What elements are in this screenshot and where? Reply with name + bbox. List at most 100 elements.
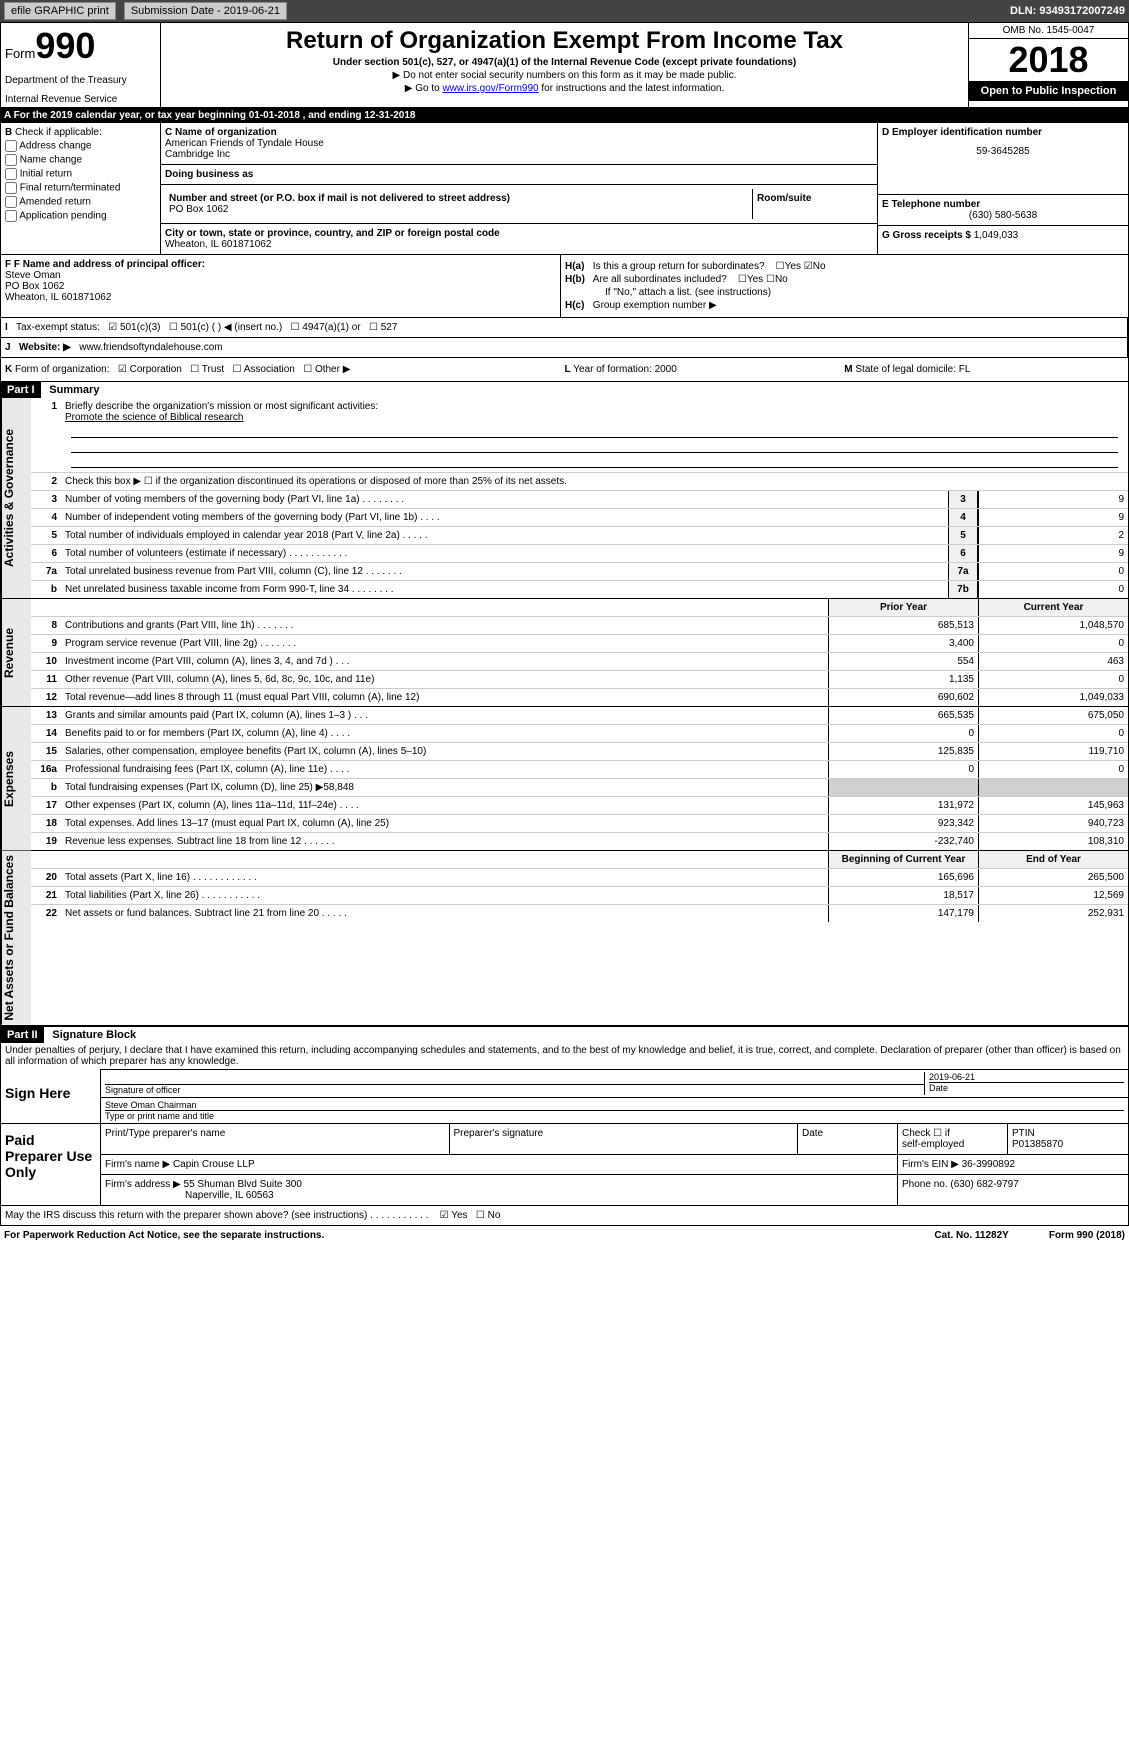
line-1: 1Briefly describe the organization's mis… [31, 398, 1128, 473]
firm-addr: 55 Shuman Blvd Suite 300 [184, 1179, 302, 1190]
city-value: Wheaton, IL 601871062 [165, 239, 873, 250]
side-label: Revenue [1, 599, 31, 706]
firm-name: Capin Crouse LLP [173, 1159, 255, 1170]
checkbox-application-pending[interactable]: Application pending [5, 210, 156, 222]
part-i-header: Part I [1, 382, 41, 398]
paid-preparer: Paid Preparer Use Only Print/Type prepar… [0, 1124, 1129, 1206]
dept-irs: Internal Revenue Service [5, 94, 156, 105]
signature-declaration: Under penalties of perjury, I declare th… [1, 1043, 1128, 1069]
form-header: Form990 Department of the Treasury Inter… [0, 22, 1129, 108]
section-bcdefg: B Check if applicable: Address change Na… [0, 123, 1129, 255]
line-17: 17Other expenses (Part IX, column (A), l… [31, 797, 1128, 815]
form-ref: Form 990 (2018) [1049, 1230, 1125, 1241]
phone-value: (630) 580-5638 [882, 210, 1124, 221]
cat-no: Cat. No. 11282Y [934, 1230, 1008, 1241]
sig-date: 2019-06-21 [929, 1072, 1124, 1082]
page-footer: For Paperwork Reduction Act Notice, see … [0, 1226, 1129, 1245]
line-21: 21Total liabilities (Part X, line 26) . … [31, 887, 1128, 905]
side-label: Activities & Governance [1, 398, 31, 598]
tax-year: 2018 [969, 39, 1128, 81]
form-subtitle: Under section 501(c), 527, or 4947(a)(1)… [165, 57, 964, 68]
website-label: Website: ▶ [19, 342, 71, 353]
side-label: Expenses [1, 707, 31, 850]
line-2: 2Check this box ▶ ☐ if the organization … [31, 473, 1128, 491]
checkbox-final-return-terminated[interactable]: Final return/terminated [5, 182, 156, 194]
part-ii: Part II Signature Block Under penalties … [0, 1027, 1129, 1124]
sign-here-label: Sign Here [1, 1069, 101, 1123]
row-j: J Website: ▶ www.friendsoftyndalehouse.c… [0, 338, 1129, 358]
side-label: Net Assets or Fund Balances [1, 851, 31, 1025]
officer-name: Steve Oman [5, 270, 556, 281]
ha-text: Is this a group return for subordinates? [593, 261, 765, 272]
row-fh: F F Name and address of principal office… [0, 255, 1129, 318]
goto-notice: ▶ Go to www.irs.gov/Form990 for instruct… [165, 83, 964, 94]
firm-phone: (630) 682-9797 [950, 1179, 1018, 1190]
paperwork-notice: For Paperwork Reduction Act Notice, see … [4, 1230, 324, 1241]
line-5: 5Total number of individuals employed in… [31, 527, 1128, 545]
line-22: 22Net assets or fund balances. Subtract … [31, 905, 1128, 922]
row-ij: I Tax-exempt status: ☑ 501(c)(3) ☐ 501(c… [0, 318, 1129, 338]
ha-label: H(a) [565, 261, 584, 272]
preparer-sig-hdr: Preparer's signature [450, 1124, 799, 1154]
line-7a: 7aTotal unrelated business revenue from … [31, 563, 1128, 581]
hc-text: Group exemption number ▶ [593, 300, 717, 311]
name-title: Steve Oman Chairman [105, 1100, 1124, 1111]
line-13: 13Grants and similar amounts paid (Part … [31, 707, 1128, 725]
omb-number: OMB No. 1545-0047 [969, 23, 1128, 39]
ein-value: 59-3645285 [882, 146, 1124, 157]
line-9: 9Program service revenue (Part VIII, lin… [31, 635, 1128, 653]
preparer-date-hdr: Date [798, 1124, 898, 1154]
checkbox-initial-return[interactable]: Initial return [5, 168, 156, 180]
ptin-value: P01385870 [1012, 1139, 1063, 1150]
gross-value: 1,049,033 [974, 230, 1019, 241]
row-klm: K Form of organization: ☑ Corporation ☐ … [0, 358, 1129, 382]
submission-date-button[interactable]: Submission Date - 2019-06-21 [124, 2, 287, 20]
part-i: Part I Summary Activities & Governance1B… [0, 382, 1129, 1027]
hb-label: H(b) [565, 274, 585, 285]
officer-street: PO Box 1062 [5, 281, 556, 292]
form-number: 990 [35, 25, 95, 66]
line-6: 6Total number of volunteers (estimate if… [31, 545, 1128, 563]
sig-officer-label: Signature of officer [105, 1084, 924, 1095]
goto-link[interactable]: www.irs.gov/Form990 [442, 83, 538, 94]
line-10: 10Investment income (Part VIII, column (… [31, 653, 1128, 671]
line-11: 11Other revenue (Part VIII, column (A), … [31, 671, 1128, 689]
checkbox-name-change[interactable]: Name change [5, 154, 156, 166]
org-name-1: American Friends of Tyndale House [165, 138, 873, 149]
checkbox-address-change[interactable]: Address change [5, 140, 156, 152]
org-name-2: Cambridge Inc [165, 149, 873, 160]
state-domicile: FL [959, 364, 971, 375]
column-c: C Name of organization American Friends … [161, 123, 878, 254]
year-formation: 2000 [655, 364, 677, 375]
line-18: 18Total expenses. Add lines 13–17 (must … [31, 815, 1128, 833]
officer-label: F Name and address of principal officer: [14, 259, 205, 270]
line-3: 3Number of voting members of the governi… [31, 491, 1128, 509]
line-19: 19Revenue less expenses. Subtract line 1… [31, 833, 1128, 850]
form-label: Form [5, 46, 35, 61]
line-15: 15Salaries, other compensation, employee… [31, 743, 1128, 761]
firm-ein: 36-3990892 [962, 1159, 1015, 1170]
gross-label: G Gross receipts $ [882, 230, 974, 241]
part-ii-header: Part II [1, 1027, 44, 1043]
tax-status-label: Tax-exempt status: [16, 322, 100, 333]
efile-button[interactable]: efile GRAPHIC print [4, 2, 116, 20]
city-label: City or town, state or province, country… [165, 228, 873, 239]
hb-text: Are all subordinates included? [593, 274, 727, 285]
website-url: www.friendsoftyndalehouse.com [79, 342, 222, 353]
line-12: 12Total revenue—add lines 8 through 11 (… [31, 689, 1128, 706]
phone-label: E Telephone number [882, 199, 1124, 210]
line-20: 20Total assets (Part X, line 16) . . . .… [31, 869, 1128, 887]
officer-city: Wheaton, IL 601871062 [5, 292, 556, 303]
dba-label: Doing business as [165, 169, 873, 180]
form-title: Return of Organization Exempt From Incom… [165, 27, 964, 55]
ssn-notice: ▶ Do not enter social security numbers o… [165, 70, 964, 81]
org-name-label: C Name of organization [165, 127, 873, 138]
line-8: 8Contributions and grants (Part VIII, li… [31, 617, 1128, 635]
top-bar: efile GRAPHIC print Submission Date - 20… [0, 0, 1129, 22]
preparer-name-hdr: Print/Type preparer's name [101, 1124, 450, 1154]
checkbox-amended-return[interactable]: Amended return [5, 196, 156, 208]
hc-label: H(c) [565, 300, 584, 311]
line-4: 4Number of independent voting members of… [31, 509, 1128, 527]
line-16a: 16aProfessional fundraising fees (Part I… [31, 761, 1128, 779]
part-ii-title: Signature Block [46, 1027, 142, 1043]
